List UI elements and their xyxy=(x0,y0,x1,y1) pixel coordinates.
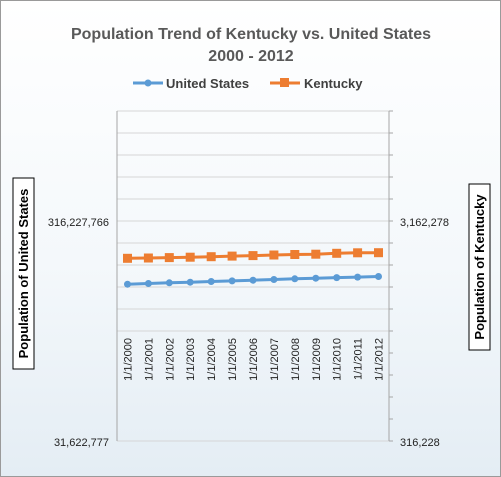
data-point-kentucky xyxy=(374,248,383,258)
series-layer xyxy=(123,248,383,288)
data-point-united-states xyxy=(124,280,131,288)
data-point-united-states xyxy=(186,278,194,286)
category-label: 1/1/2000 xyxy=(122,338,134,381)
data-point-united-states xyxy=(228,277,236,285)
category-label: 1/1/2002 xyxy=(164,338,176,381)
data-point-united-states xyxy=(291,275,299,283)
category-label: 1/1/2012 xyxy=(374,338,386,381)
left-axis-tick-label: 316,227,766 xyxy=(48,217,109,229)
data-point-united-states xyxy=(165,279,173,287)
data-point-kentucky xyxy=(332,248,342,258)
data-point-kentucky xyxy=(123,253,132,263)
left-axis-title-text: Population of United States xyxy=(16,189,31,359)
data-point-kentucky xyxy=(311,249,321,259)
data-point-kentucky xyxy=(290,250,300,259)
gridlines xyxy=(117,110,389,442)
data-point-united-states xyxy=(354,273,362,281)
category-label: 1/1/2009 xyxy=(311,338,323,381)
data-point-kentucky xyxy=(248,251,258,261)
right-axis-ticks xyxy=(389,110,393,442)
category-label: 1/1/2001 xyxy=(143,338,155,381)
legend-label-kentucky: Kentucky xyxy=(304,76,363,91)
data-point-united-states xyxy=(144,280,152,287)
data-point-kentucky xyxy=(353,248,363,258)
category-label: 1/1/2005 xyxy=(227,338,239,381)
category-labels: 1/1/2000 1/1/2001 1/1/2002 1/1/2003 1/1/2004… xyxy=(122,338,385,381)
category-label: 1/1/2003 xyxy=(185,338,197,381)
right-axis-title: Population of Kentucky xyxy=(468,183,491,351)
chart-title: Population Trend of Kentucky vs. United … xyxy=(71,26,431,43)
data-point-united-states xyxy=(375,273,382,280)
chart-subtitle: 2000 - 2012 xyxy=(208,48,294,65)
left-axis-tick-label: 31,622,777 xyxy=(54,437,109,449)
data-point-kentucky xyxy=(164,253,174,263)
category-label: 1/1/2011 xyxy=(353,338,365,380)
data-point-kentucky xyxy=(143,253,153,263)
legend-marker-united-states xyxy=(144,79,152,87)
data-point-united-states xyxy=(249,276,257,284)
data-point-united-states xyxy=(270,276,278,283)
data-point-united-states xyxy=(333,274,341,282)
data-point-kentucky xyxy=(185,252,195,262)
data-point-united-states xyxy=(207,278,215,285)
category-label: 1/1/2008 xyxy=(290,338,302,381)
category-label: 1/1/2004 xyxy=(206,338,218,381)
right-axis-tick-label: 316,228 xyxy=(400,437,440,449)
right-axis-tick-label: 3,162,278 xyxy=(400,217,449,229)
right-axis-title-text: Population of Kentucky xyxy=(472,194,487,340)
data-point-kentucky xyxy=(206,252,216,262)
left-axis-title: Population of United States xyxy=(12,177,35,370)
legend: United States Kentucky xyxy=(133,76,363,91)
data-point-kentucky xyxy=(269,250,279,260)
category-label: 1/1/2007 xyxy=(269,338,281,381)
category-label: 1/1/2006 xyxy=(248,338,260,381)
data-point-kentucky xyxy=(227,251,237,261)
legend-marker-kentucky xyxy=(280,78,289,87)
category-label: 1/1/2010 xyxy=(332,338,344,381)
data-point-united-states xyxy=(312,274,320,282)
legend-label-united-states: United States xyxy=(166,76,249,91)
